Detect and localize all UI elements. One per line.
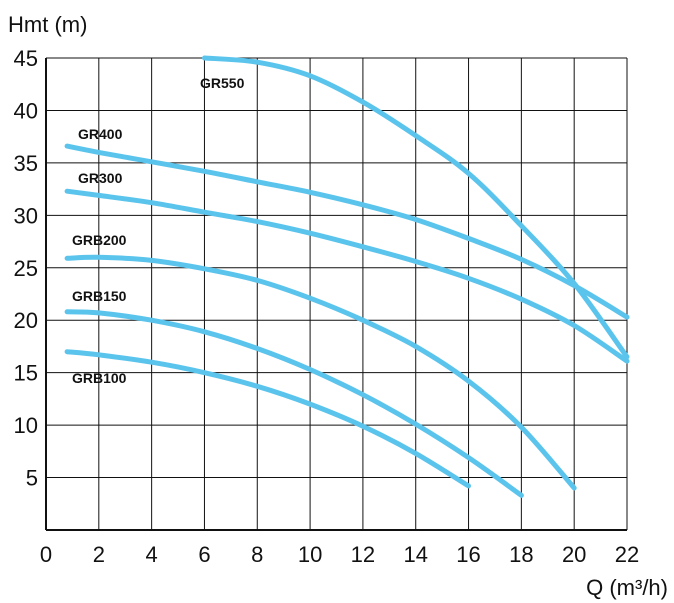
y-tick-label: 25 [14, 256, 38, 281]
x-tick-labels: 0 2 4 6 8 10 12 14 16 18 20 22 [40, 542, 639, 567]
y-tick-label: 20 [14, 308, 38, 333]
x-tick-label: 4 [146, 542, 158, 567]
series-label-grb200: GRB200 [72, 232, 127, 248]
series-label-gr550: GR550 [200, 75, 245, 91]
y-tick-labels: 5 10 15 20 25 30 35 40 45 [14, 46, 38, 491]
series-curves [64, 55, 630, 498]
series-line-grb150 [64, 309, 524, 498]
y-tick-label: 15 [14, 361, 38, 386]
x-tick-label: 22 [615, 542, 639, 567]
axes [45, 58, 627, 531]
series-labels: GR550 GR400 GR300 GRB200 GRB150 GRB100 [72, 75, 245, 386]
x-tick-label: 0 [40, 542, 52, 567]
x-tick-label: 6 [198, 542, 210, 567]
y-tick-label: 30 [14, 203, 38, 228]
series-line-grb100 [64, 349, 471, 489]
x-tick-label: 10 [298, 542, 322, 567]
series-line-gr550 [202, 55, 630, 360]
y-tick-label: 10 [14, 413, 38, 438]
x-tick-label: 8 [251, 542, 263, 567]
series-label-gr400: GR400 [78, 126, 123, 142]
y-axis-title: Hmt (m) [8, 12, 87, 37]
y-tick-label: 5 [26, 466, 38, 491]
series-label-grb150: GRB150 [72, 288, 127, 304]
y-tick-label: 40 [14, 98, 38, 123]
x-tick-label: 12 [351, 542, 375, 567]
x-tick-label: 14 [403, 542, 427, 567]
x-tick-label: 2 [93, 542, 105, 567]
x-tick-label: 18 [509, 542, 533, 567]
grid [46, 57, 628, 530]
series-label-gr300: GR300 [78, 170, 123, 186]
series-line-gr400 [64, 143, 630, 320]
x-tick-label: 16 [456, 542, 480, 567]
y-tick-label: 35 [14, 151, 38, 176]
series-line-grb200 [64, 254, 577, 491]
series-label-grb100: GRB100 [72, 370, 127, 386]
y-tick-label: 45 [14, 46, 38, 71]
x-tick-label: 20 [562, 542, 586, 567]
x-axis-title: Q (m³/h) [586, 575, 668, 600]
series-line-gr300 [64, 188, 630, 364]
